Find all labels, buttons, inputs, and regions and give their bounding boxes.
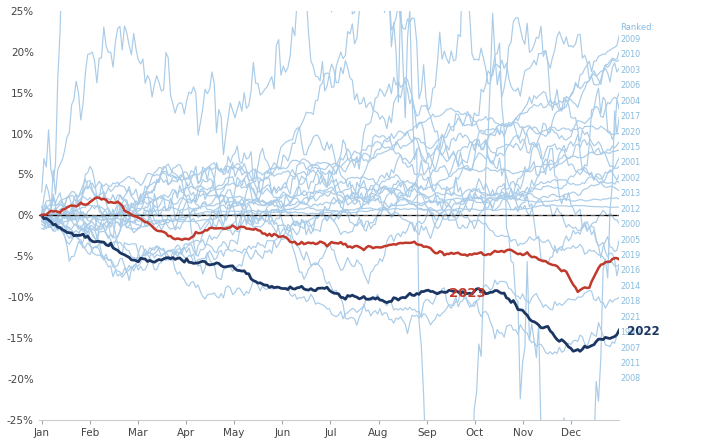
Text: 2012: 2012 <box>621 205 641 214</box>
Text: 2014: 2014 <box>621 282 641 291</box>
Text: 1999: 1999 <box>621 328 641 337</box>
Text: 2007: 2007 <box>621 344 641 352</box>
Text: 2017: 2017 <box>621 112 641 121</box>
Text: 2000: 2000 <box>621 220 641 229</box>
Text: 2011: 2011 <box>621 359 641 368</box>
Text: 2001: 2001 <box>621 158 641 167</box>
Text: 2006: 2006 <box>621 81 641 90</box>
Text: Ranked:: Ranked: <box>621 23 654 32</box>
Text: 2016: 2016 <box>621 267 641 275</box>
Text: 2008: 2008 <box>621 374 641 383</box>
Text: 2009: 2009 <box>621 35 641 44</box>
Text: 2023: 2023 <box>449 287 486 300</box>
Text: 2005: 2005 <box>621 235 641 245</box>
Text: 2003: 2003 <box>621 66 641 75</box>
Text: 2022: 2022 <box>619 325 660 338</box>
Text: 2018: 2018 <box>621 297 641 306</box>
Text: 2021: 2021 <box>621 313 641 322</box>
Text: 2010: 2010 <box>621 50 641 60</box>
Text: 2015: 2015 <box>621 143 641 152</box>
Text: 2019: 2019 <box>621 251 641 260</box>
Text: 2020: 2020 <box>621 128 641 137</box>
Text: 2013: 2013 <box>621 189 641 198</box>
Text: 2004: 2004 <box>621 97 641 106</box>
Text: 2002: 2002 <box>621 174 641 183</box>
